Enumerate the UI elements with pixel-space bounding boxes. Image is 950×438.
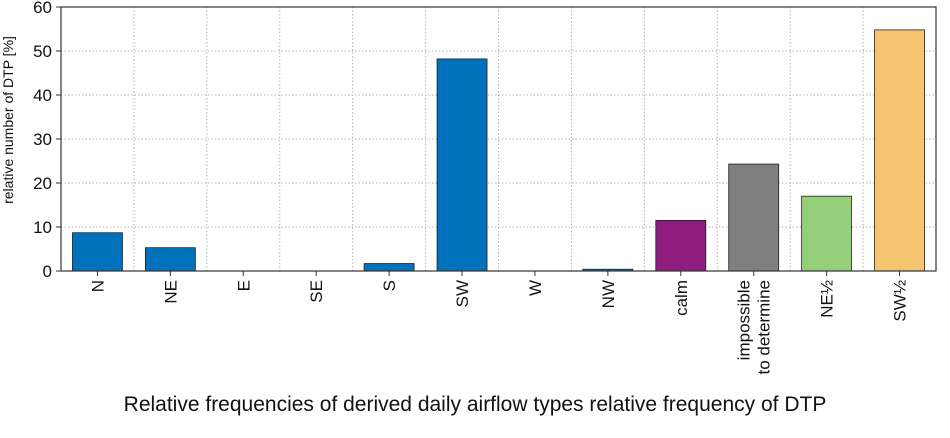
x-tick-label-group: SW½ xyxy=(891,280,910,322)
axes xyxy=(56,6,937,276)
bar xyxy=(874,29,925,272)
x-tick-label: to determine xyxy=(755,280,774,375)
x-tick-label: impossible xyxy=(735,280,754,360)
x-tick-label-group: N xyxy=(88,280,107,292)
y-tick-label: 30 xyxy=(33,130,52,149)
x-tick-label-group: impossible to determine xyxy=(735,280,774,375)
bar xyxy=(728,163,780,272)
x-tick-label: SW½ xyxy=(891,280,910,322)
x-tick-label: SW xyxy=(453,280,472,307)
bar xyxy=(72,232,123,272)
bars xyxy=(72,29,925,272)
x-tick-label-group: SW xyxy=(453,280,472,307)
figure-caption: Relative frequencies of derived daily ai… xyxy=(123,393,827,416)
x-tick-label-group: W xyxy=(526,280,545,296)
x-tick-label-group: SE xyxy=(307,280,326,303)
bar xyxy=(436,58,488,272)
x-tick-label: NE xyxy=(161,280,180,304)
tick-labels: 0 10 20 30 40 50 60 N NE E SE S SW W NW calm impossible t… xyxy=(33,0,909,375)
x-tick-label-group: calm xyxy=(672,280,691,316)
x-tick-label-group: NE½ xyxy=(818,280,837,318)
x-tick-label: E xyxy=(234,280,253,291)
y-tick-label: 20 xyxy=(33,174,52,193)
x-tick-label-group: S xyxy=(380,280,399,291)
bar-chart: 0 10 20 30 40 50 60 N NE E SE S SW W NW calm impossible t… xyxy=(0,0,937,375)
x-tick-label-group: E xyxy=(234,280,253,291)
bar xyxy=(363,263,415,272)
x-tick-label-group: NE xyxy=(161,280,180,304)
x-tick-label: W xyxy=(526,280,545,296)
y-tick-label: 40 xyxy=(33,86,52,105)
x-tick-label: NE½ xyxy=(818,280,837,318)
x-tick-label-group: NW xyxy=(599,280,618,308)
bar xyxy=(144,247,196,272)
x-tick-label: N xyxy=(88,280,107,292)
y-axis-label: relative number of DTP [%] xyxy=(0,36,16,204)
y-tick-label: 60 xyxy=(33,0,52,17)
y-tick-label: 0 xyxy=(43,262,52,281)
bar xyxy=(655,219,707,272)
x-tick-label: S xyxy=(380,280,399,291)
x-tick-label: NW xyxy=(599,280,618,308)
y-tick-label: 10 xyxy=(33,218,52,237)
x-tick-label: SE xyxy=(307,280,326,303)
y-tick-label: 50 xyxy=(33,42,52,61)
x-tick-label: calm xyxy=(672,280,691,316)
bar xyxy=(801,195,853,272)
